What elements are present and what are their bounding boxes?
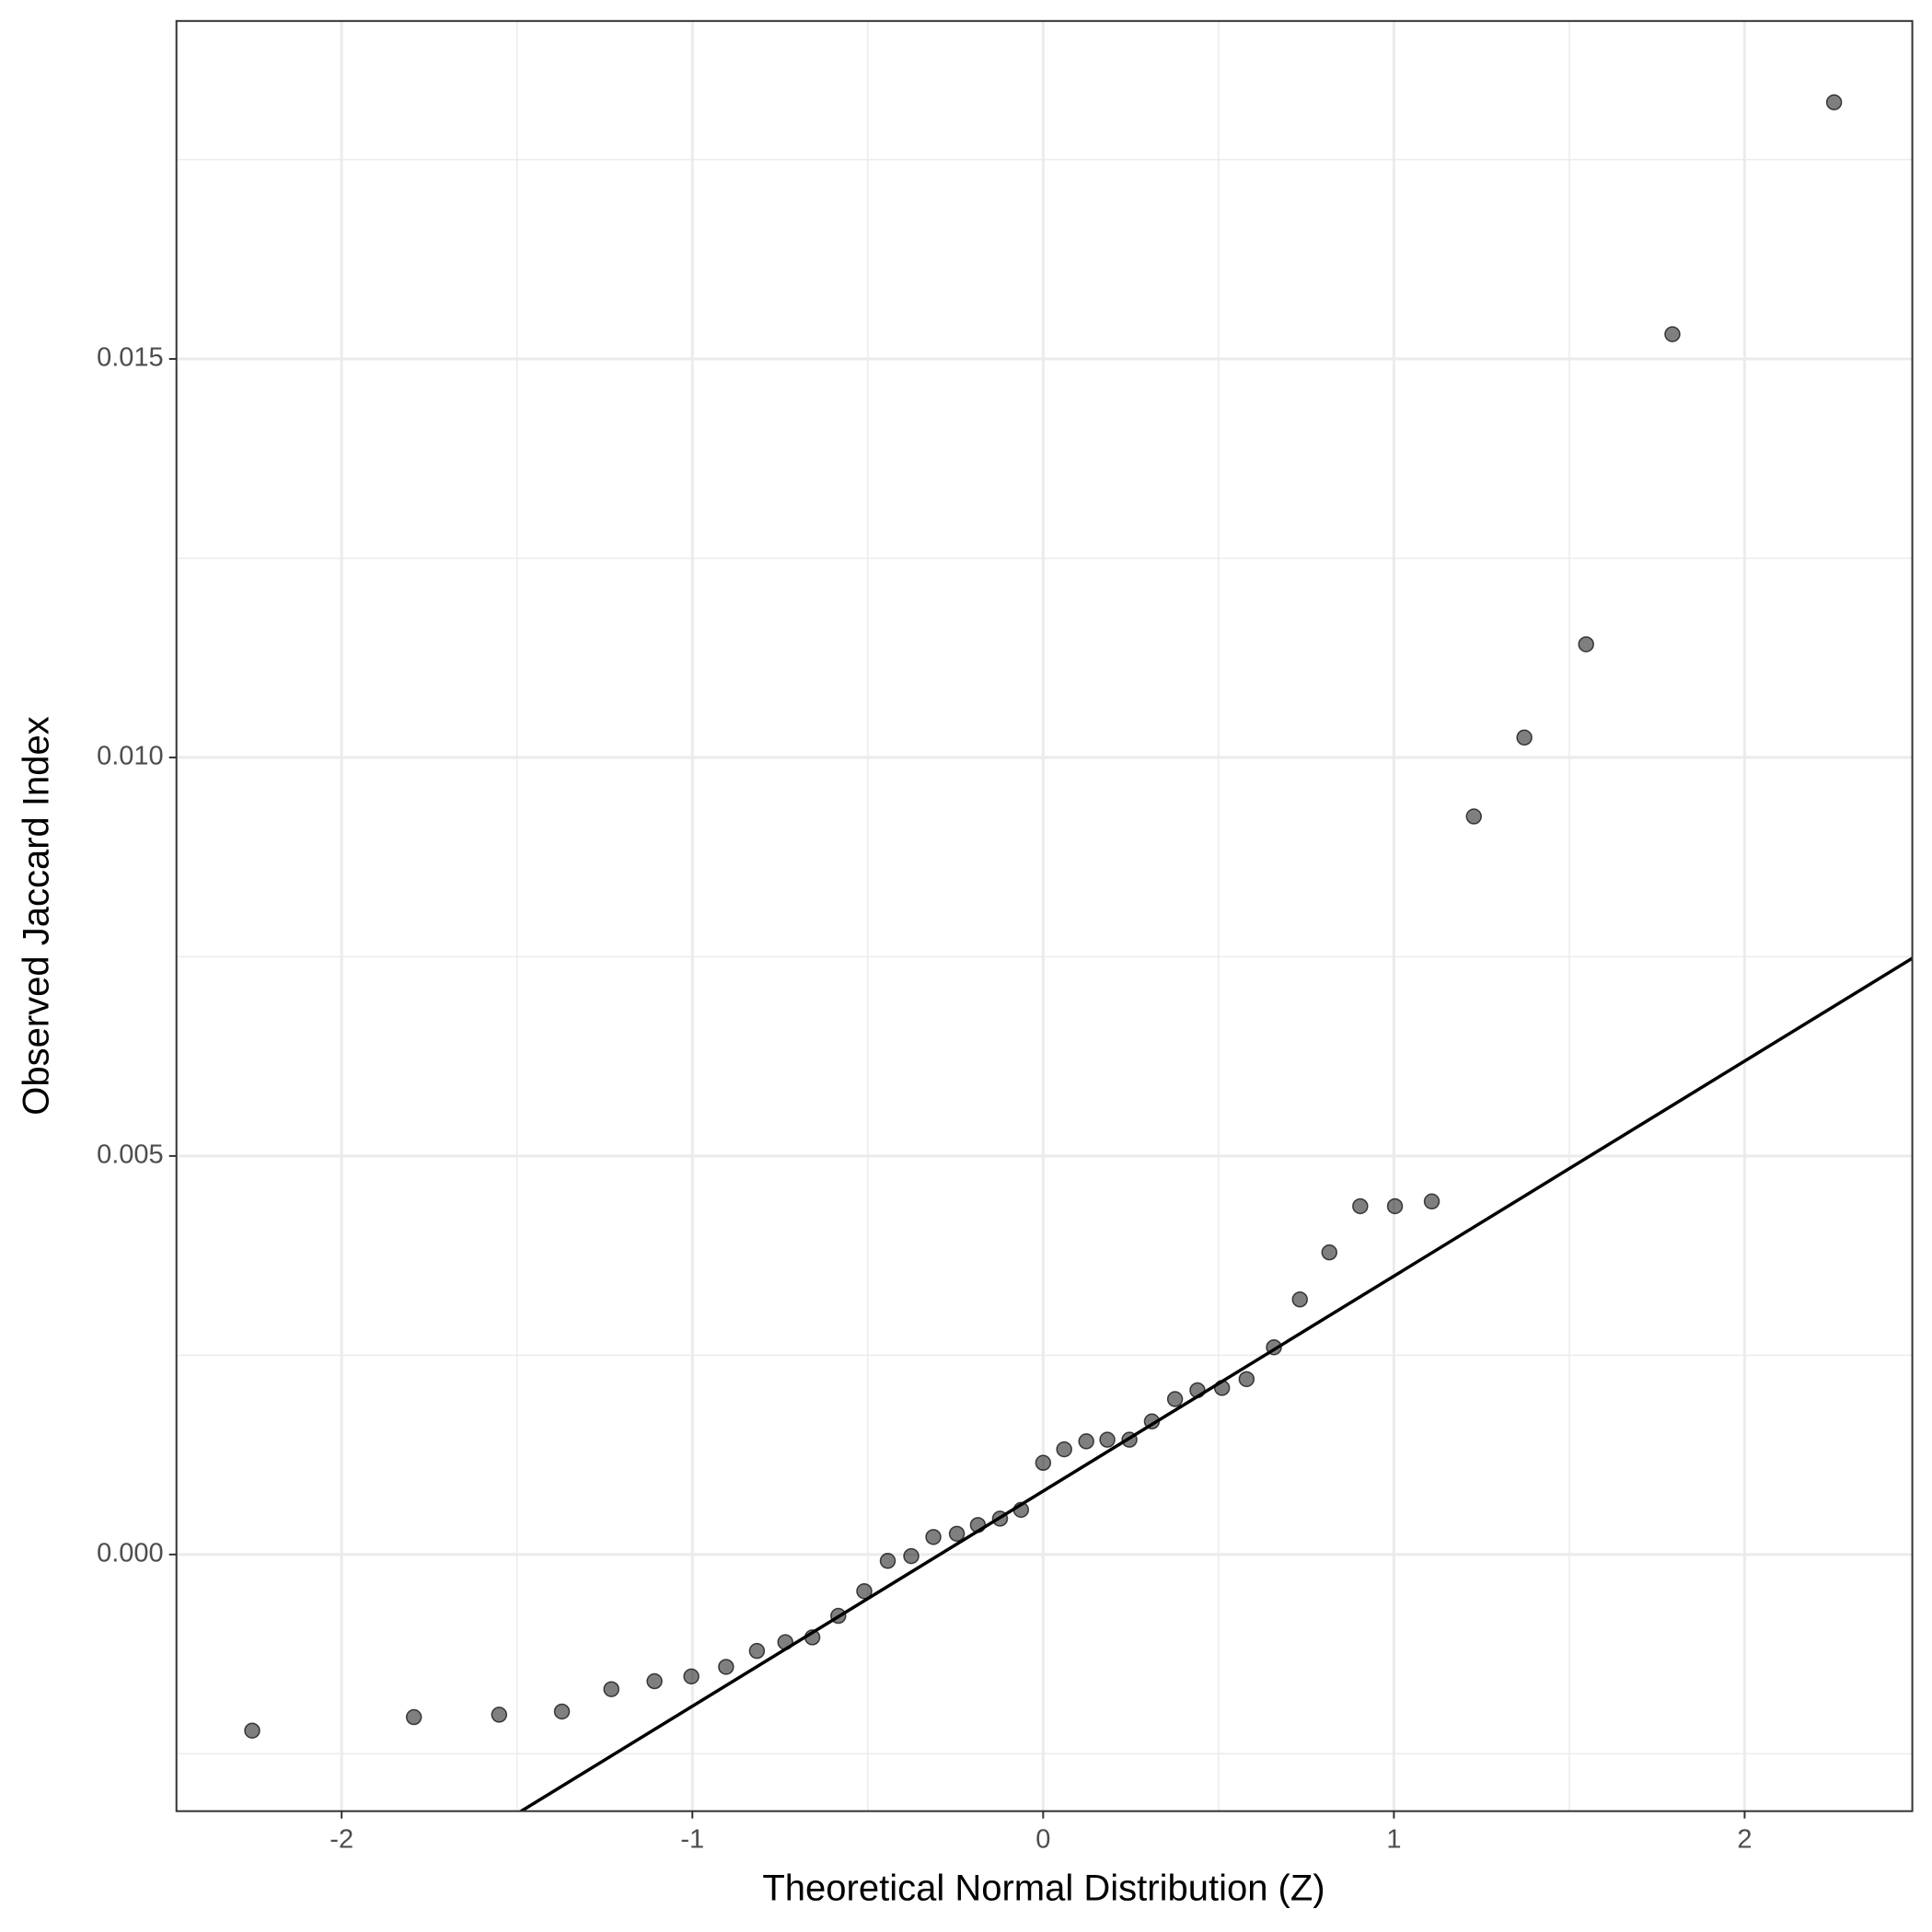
point	[1078, 1433, 1094, 1450]
point	[879, 1553, 897, 1569]
point	[1121, 1431, 1138, 1448]
y-axis-title: Observed Jaccard Index	[17, 716, 57, 1116]
y-tick-label: 0.000	[97, 1539, 164, 1568]
y-tick-label: 0.015	[97, 343, 164, 373]
point	[948, 1525, 966, 1543]
point	[856, 1582, 873, 1600]
point	[1012, 1501, 1030, 1519]
point	[1035, 1454, 1052, 1472]
x-tick-label: -2	[330, 1824, 353, 1854]
point	[1423, 1193, 1440, 1210]
point	[1664, 326, 1681, 342]
point	[1266, 1338, 1282, 1356]
point	[1166, 1391, 1184, 1407]
point	[1321, 1244, 1338, 1261]
x-tick-label: 1	[1386, 1824, 1401, 1854]
point	[1352, 1197, 1369, 1215]
point	[1099, 1431, 1116, 1448]
point	[1578, 636, 1594, 653]
point	[777, 1634, 793, 1650]
point	[925, 1529, 942, 1545]
point	[1213, 1380, 1231, 1396]
x-tick-label: 2	[1737, 1824, 1752, 1854]
point	[830, 1607, 847, 1625]
point	[718, 1659, 735, 1675]
reference-line	[517, 956, 1913, 1811]
x-axis-title: Theoretical Normal Distribution (Z)	[762, 1868, 1325, 1909]
x-tick-label: 0	[1035, 1824, 1050, 1854]
point	[603, 1681, 619, 1697]
point	[1825, 94, 1843, 110]
y-tick-label: 0.005	[97, 1140, 164, 1170]
x-tick-label: -1	[680, 1824, 704, 1854]
point	[1386, 1197, 1404, 1215]
point	[1465, 808, 1483, 825]
point	[244, 1722, 260, 1739]
point	[1516, 729, 1533, 746]
point	[1291, 1291, 1309, 1308]
point	[1238, 1371, 1255, 1388]
point	[748, 1642, 766, 1660]
point	[1143, 1413, 1161, 1430]
point	[1189, 1382, 1206, 1399]
point	[646, 1672, 663, 1690]
point	[405, 1708, 422, 1726]
point	[903, 1547, 920, 1565]
point	[1056, 1440, 1072, 1458]
point	[491, 1706, 508, 1723]
point	[991, 1510, 1009, 1527]
point	[969, 1517, 987, 1533]
plot-border	[175, 19, 1914, 1812]
point	[683, 1668, 700, 1685]
point	[804, 1629, 821, 1646]
y-tick-label: 0.010	[97, 742, 164, 771]
point	[553, 1703, 571, 1720]
